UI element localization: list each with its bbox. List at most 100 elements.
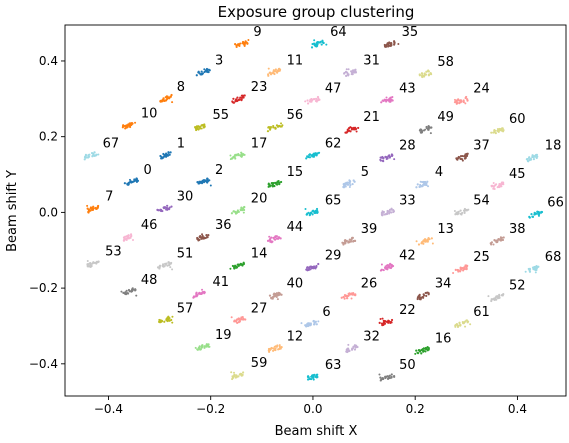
cluster-point xyxy=(232,155,235,159)
cluster-point xyxy=(381,99,384,102)
cluster-label-7: 7 xyxy=(105,190,113,205)
cluster-point xyxy=(276,69,279,72)
cluster-label-3: 3 xyxy=(215,53,223,68)
cluster-point xyxy=(459,99,462,102)
cluster-point xyxy=(267,74,270,77)
cluster-point xyxy=(461,154,464,158)
cluster-point xyxy=(463,211,466,214)
cluster-point xyxy=(202,123,206,127)
cluster-label-37: 37 xyxy=(473,139,490,154)
cluster-point xyxy=(314,209,317,212)
cluster-point xyxy=(156,208,159,211)
cluster-label-8: 8 xyxy=(177,80,185,95)
cluster-point xyxy=(229,154,232,157)
cluster-67 xyxy=(83,151,100,161)
cluster-34 xyxy=(416,291,430,301)
cluster-point xyxy=(304,207,307,210)
cluster-point xyxy=(347,68,350,71)
cluster-56 xyxy=(266,122,284,133)
cluster-point xyxy=(452,272,455,275)
cluster-point xyxy=(383,322,387,325)
cluster-point xyxy=(460,268,463,271)
cluster-point xyxy=(357,126,360,130)
cluster-point xyxy=(273,72,276,76)
cluster-point xyxy=(422,242,425,245)
cluster-label-27: 27 xyxy=(251,301,268,316)
cluster-label-38: 38 xyxy=(509,222,526,237)
cluster-point xyxy=(465,319,468,322)
cluster-point xyxy=(130,290,133,293)
cluster-point xyxy=(306,378,310,381)
y-tick-label: 0.0 xyxy=(39,205,58,219)
cluster-point xyxy=(92,207,95,210)
cluster-point xyxy=(420,242,423,245)
cluster-point xyxy=(300,322,303,325)
cluster-point xyxy=(272,69,275,72)
cluster-point xyxy=(278,344,281,347)
cluster-point xyxy=(231,376,235,379)
cluster-label-9: 9 xyxy=(253,25,261,40)
cluster-point xyxy=(528,270,532,273)
cluster-point xyxy=(427,125,430,128)
cluster-point xyxy=(497,238,500,241)
cluster-point xyxy=(388,374,391,377)
cluster-35 xyxy=(383,40,400,48)
cluster-point xyxy=(206,70,210,74)
cluster-58 xyxy=(418,69,433,79)
cluster-point xyxy=(421,72,424,75)
y-axis-ticks: −0.4 −0.2 0.0 0.2 0.4 xyxy=(29,54,65,371)
cluster-64 xyxy=(310,39,328,49)
x-tick-label: 0.2 xyxy=(406,402,425,416)
cluster-point xyxy=(422,74,425,77)
cluster-point xyxy=(344,70,348,73)
cluster-point xyxy=(134,121,137,124)
cluster-label-18: 18 xyxy=(545,139,562,154)
cluster-59 xyxy=(230,371,245,381)
cluster-point xyxy=(198,180,201,183)
cluster-label-10: 10 xyxy=(141,106,158,121)
cluster-point xyxy=(427,293,430,296)
cluster-25 xyxy=(452,264,469,275)
cluster-label-49: 49 xyxy=(437,110,454,125)
cluster-point xyxy=(230,371,233,374)
cluster-point xyxy=(124,127,127,130)
cluster-point xyxy=(96,205,99,208)
cluster-point xyxy=(278,124,281,128)
cluster-point xyxy=(386,211,389,214)
cluster-point xyxy=(459,101,462,104)
cluster-point xyxy=(384,44,388,47)
cluster-point xyxy=(349,184,352,187)
cluster-point xyxy=(427,127,430,130)
cluster-point xyxy=(168,206,171,209)
cluster-point xyxy=(305,157,308,160)
cluster-point xyxy=(466,152,469,155)
cluster-point xyxy=(534,271,537,274)
cluster-point xyxy=(347,343,350,346)
cluster-point xyxy=(204,69,207,72)
cluster-point xyxy=(275,296,278,299)
cluster-point xyxy=(274,127,277,130)
cluster-point xyxy=(237,320,240,324)
cluster-point xyxy=(242,208,246,212)
cluster-label-16: 16 xyxy=(435,332,452,347)
cluster-point xyxy=(279,347,282,350)
cluster-51 xyxy=(156,261,174,271)
cluster-point xyxy=(203,346,206,349)
cluster-point xyxy=(465,154,469,157)
cluster-point xyxy=(534,154,537,157)
cluster-point xyxy=(540,211,543,214)
cluster-label-48: 48 xyxy=(141,273,158,288)
cluster-point xyxy=(275,292,278,295)
y-tick-label: 0.2 xyxy=(39,130,58,144)
cluster-point xyxy=(268,294,272,297)
cluster-point xyxy=(391,264,395,268)
cluster-point xyxy=(310,46,314,49)
cluster-point xyxy=(458,321,461,325)
cluster-32 xyxy=(345,343,359,354)
cluster-label-35: 35 xyxy=(402,25,419,40)
cluster-19 xyxy=(194,343,211,351)
cluster-point xyxy=(380,263,383,266)
cluster-point xyxy=(166,319,169,322)
cluster-point xyxy=(419,184,422,188)
